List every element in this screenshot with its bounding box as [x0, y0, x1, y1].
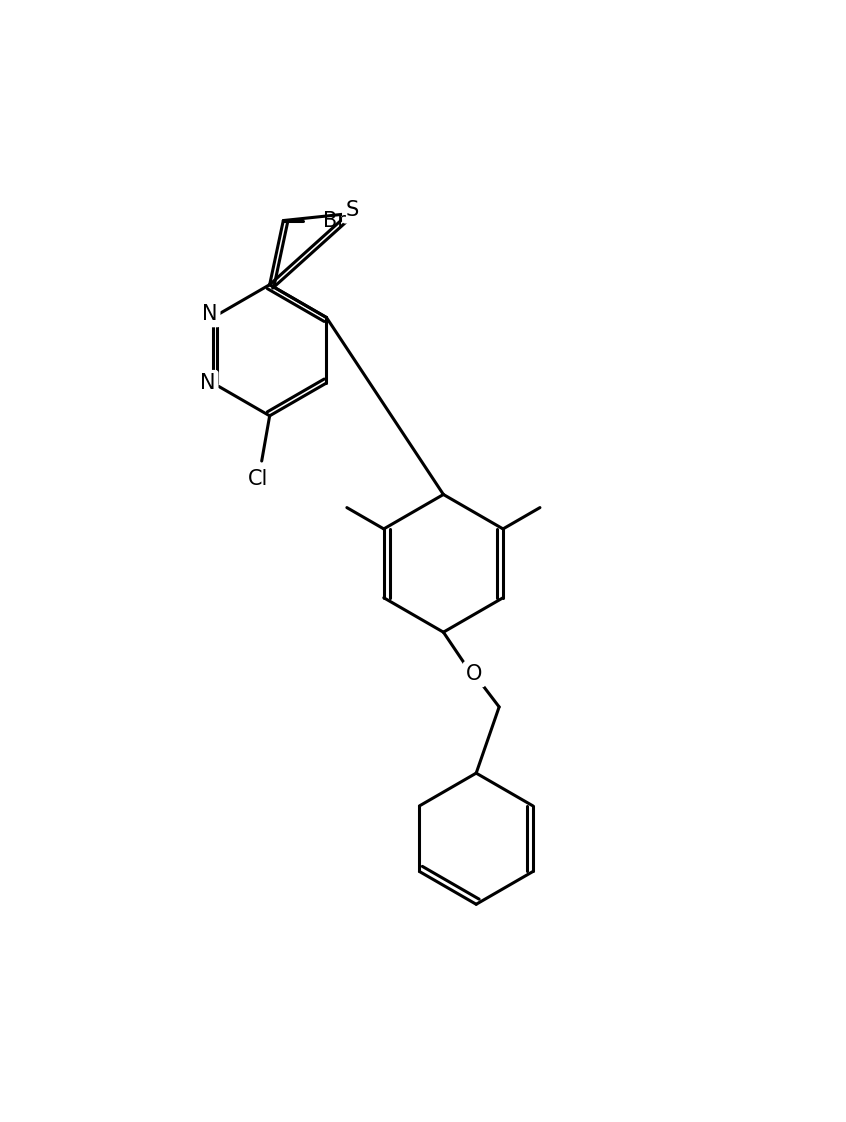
Text: N: N [200, 373, 216, 393]
Text: Cl: Cl [248, 469, 268, 489]
Text: N: N [202, 304, 217, 324]
Text: O: O [466, 664, 482, 684]
Text: S: S [345, 201, 359, 220]
Text: Br: Br [322, 211, 345, 230]
